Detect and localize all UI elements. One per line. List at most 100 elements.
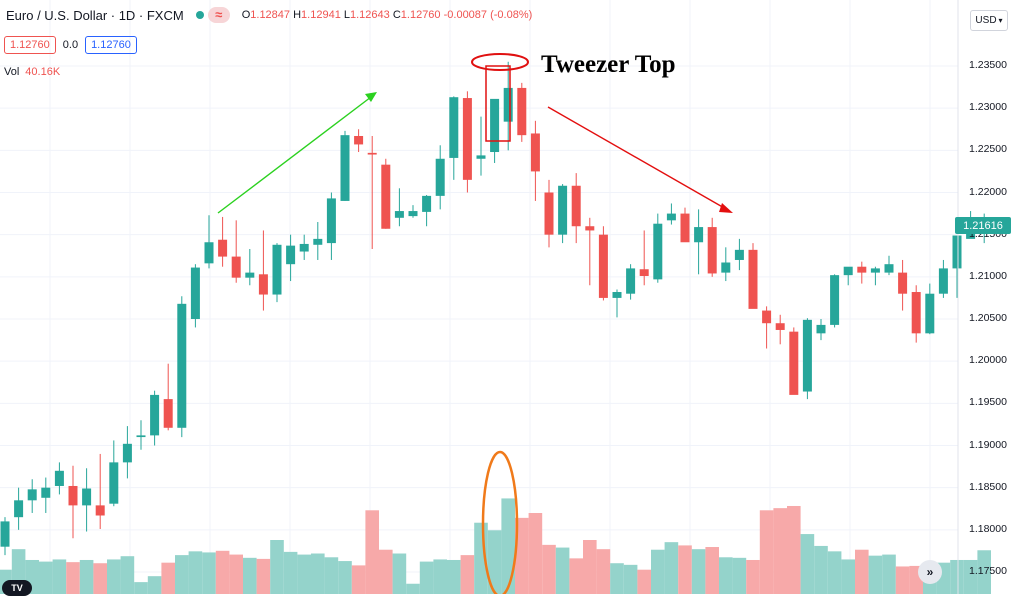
candle (204, 215, 214, 269)
volume-bar (147, 576, 162, 594)
volume-bar (814, 545, 828, 594)
candle (190, 264, 200, 328)
uptrend-arrow (217, 92, 377, 214)
candle (816, 319, 826, 341)
volume-bar (134, 582, 148, 594)
wave-icon[interactable]: ≈ (207, 7, 230, 23)
change-value: -0.00087 (-0.08%) (443, 9, 533, 21)
candle (938, 259, 948, 298)
candle-body (938, 268, 948, 294)
candle (41, 477, 51, 513)
currency-selector[interactable]: USD ▾ (970, 10, 1008, 31)
volume-bar (379, 549, 393, 594)
candle (272, 243, 282, 303)
candle-body (27, 489, 37, 501)
candle-body (857, 266, 867, 273)
candle-body (843, 266, 853, 276)
candle (911, 285, 921, 343)
candle (802, 318, 812, 400)
candle (503, 61, 513, 151)
candle-body (422, 195, 432, 212)
candle (721, 247, 731, 282)
candle-body (177, 303, 187, 428)
candle (680, 207, 690, 243)
candle (14, 487, 24, 530)
trade-panel: 1.12760 0.0 1.12760 (4, 36, 137, 54)
symbol-title[interactable]: Euro / U.S. Dollar · 1D · FXCM (6, 7, 184, 23)
volume-bar (583, 540, 597, 594)
candle (367, 135, 377, 250)
volume-bar (419, 561, 434, 594)
candle-body (775, 323, 785, 330)
volume-bar (759, 510, 774, 594)
candle-body (884, 264, 894, 273)
candle-body (150, 394, 160, 436)
candle (68, 465, 78, 539)
volume-bar (882, 554, 896, 594)
candle (109, 440, 119, 507)
candle (925, 283, 935, 335)
candlesticks (0, 61, 989, 556)
candle-body (707, 227, 717, 274)
volume-bar (569, 558, 583, 594)
volume-value: 40.16K (25, 66, 61, 78)
volume-bar (868, 555, 883, 594)
volume-bar (963, 559, 978, 594)
volume-bar (447, 559, 461, 594)
candle (626, 264, 636, 300)
candle (775, 314, 785, 345)
candle (326, 192, 336, 260)
candle-body (326, 198, 336, 244)
candle-body (245, 272, 255, 278)
candle-body (911, 292, 921, 334)
candle (653, 213, 663, 283)
candle-body (666, 213, 676, 221)
candle-body (571, 185, 581, 227)
price-tick-label: 1.20500 (969, 312, 1007, 324)
volume-bar (855, 549, 869, 594)
price-tick-label: 1.18500 (969, 480, 1007, 493)
candle-body (367, 152, 377, 155)
candle-body (598, 234, 608, 298)
volume-bar (664, 542, 679, 594)
volume-bar (515, 517, 529, 594)
candle (585, 217, 595, 286)
chart-grid (0, 0, 958, 594)
volume-bar (66, 562, 80, 594)
volume-bar (651, 549, 665, 594)
candle (517, 82, 527, 142)
candle (830, 274, 840, 328)
candle (27, 479, 37, 513)
candle (408, 205, 418, 218)
market-status-dot (195, 11, 204, 19)
candle (598, 226, 608, 301)
candle-body (503, 87, 513, 122)
candle-body (163, 399, 173, 428)
volume-bar (351, 565, 366, 594)
candle (299, 234, 309, 260)
candle (313, 222, 323, 260)
volume-bar (746, 559, 760, 594)
volume-bar (678, 545, 692, 594)
candle (558, 184, 568, 244)
double-chevron-right-icon: » (926, 565, 934, 579)
candle (354, 129, 364, 153)
volume-bar (283, 551, 298, 594)
spread-value: 0.0 (62, 39, 79, 51)
volume-bars (0, 498, 991, 594)
sell-button[interactable]: 1.12760 (4, 36, 56, 54)
candle-body (286, 245, 296, 265)
scroll-to-realtime-button[interactable]: » (918, 560, 942, 584)
candle (530, 120, 540, 201)
candle-body (0, 521, 10, 547)
buy-button[interactable]: 1.12760 (85, 36, 137, 54)
volume-bar (243, 557, 257, 594)
candle (870, 266, 880, 286)
candle-body (898, 272, 908, 294)
candle (150, 390, 160, 446)
price-tick-label: 1.19000 (969, 438, 1007, 451)
volume-bar (175, 555, 189, 594)
candle-body (694, 227, 704, 243)
candle-body (218, 239, 228, 257)
